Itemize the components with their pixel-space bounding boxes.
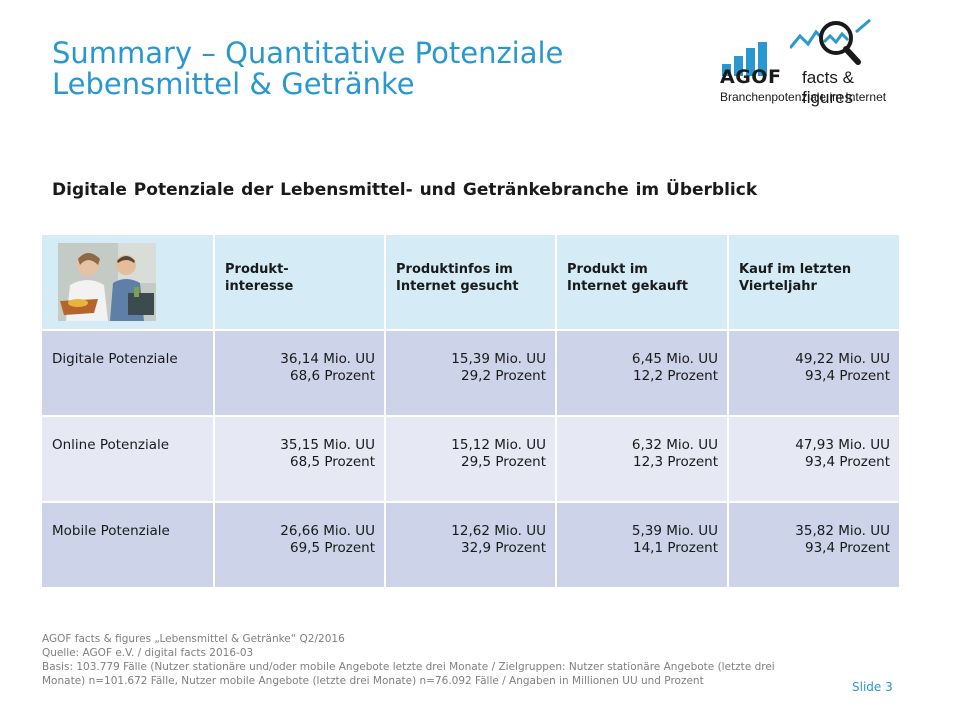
table-cell: 12,62 Mio. UU 32,9 Prozent <box>385 502 557 589</box>
table-cell: 5,39 Mio. UU 14,1 Prozent <box>556 502 729 589</box>
bar-chart-icon <box>722 36 774 76</box>
header-produktinteresse: Produkt-interesse <box>214 235 386 331</box>
footnote-basis-2: Monate) n=101.672 Fälle, Nutzer mobile A… <box>42 675 704 687</box>
table-cell: 15,39 Mio. UU 29,2 Prozent <box>385 330 557 417</box>
table-row-online-potenziale: Online Potenziale 35,15 Mio. UU 68,5 Proz… <box>42 416 901 503</box>
header-produktinfos-gesucht: Produktinfos im Internet gesucht <box>385 235 557 331</box>
footnote-line-1: AGOF facts & figures „Lebensmittel & Get… <box>42 633 345 645</box>
table-cell: 26,66 Mio. UU 69,5 Prozent <box>214 502 386 589</box>
footnote-source: Quelle: AGOF e.V. / digital facts 2016-0… <box>42 647 254 659</box>
agof-logo: AGOF facts & figures Branchenpotenziale … <box>718 14 898 107</box>
magnifier-icon <box>790 18 871 65</box>
table-cell: 35,82 Mio. UU 93,4 Prozent <box>728 502 901 589</box>
logo-tagline: facts & figures <box>802 68 854 107</box>
slide-title: Summary – Quantitative Potenziale Lebens… <box>52 38 563 100</box>
table-header-row: Produkt-interesse Produktinfos im Interne… <box>42 235 901 331</box>
slide-title-line-1: Summary – Quantitative Potenziale <box>52 36 564 70</box>
shopping-couple-photo <box>58 243 156 321</box>
table-cell: 47,93 Mio. UU 93,4 Prozent <box>728 416 901 503</box>
slide-number: Slide 3 <box>852 680 893 694</box>
header-produkt-gekauft: Produkt im Internet gekauft <box>556 235 729 331</box>
header-kauf-vierteljahr: Kauf im letzten Vierteljahr <box>728 235 901 331</box>
table-cell: 6,32 Mio. UU 12,3 Prozent <box>556 416 729 503</box>
table-cell: 35,15 Mio. UU 68,5 Prozent <box>214 416 386 503</box>
potentials-table: Produkt-interesse Produktinfos im Interne… <box>42 235 901 589</box>
header-photo-cell <box>42 235 215 331</box>
logo-subline: Branchenpotenziale im Internet <box>720 90 887 104</box>
footnote: AGOF facts & figures „Lebensmittel & Get… <box>42 632 902 688</box>
row-label: Digitale Potenziale <box>42 330 215 417</box>
table-cell: 49,22 Mio. UU 93,4 Prozent <box>728 330 901 417</box>
table-cell: 36,14 Mio. UU 68,6 Prozent <box>214 330 386 417</box>
row-label: Online Potenziale <box>42 416 215 503</box>
slide-title-line-2: Lebensmittel & Getränke <box>52 67 415 101</box>
footnote-basis-1: Basis: 103.779 Fälle (Nutzer stationäre … <box>42 661 775 673</box>
table-cell: 6,45 Mio. UU 12,2 Prozent <box>556 330 729 417</box>
table-cell: 15,12 Mio. UU 29,5 Prozent <box>385 416 557 503</box>
table-row-mobile-potenziale: Mobile Potenziale 26,66 Mio. UU 69,5 Proz… <box>42 502 901 589</box>
row-label: Mobile Potenziale <box>42 502 215 589</box>
table-row-digitale-potenziale: Digitale Potenziale 36,14 Mio. UU 68,6 Pr… <box>42 330 901 417</box>
section-heading: Digitale Potenziale der Lebensmittel- un… <box>52 180 758 200</box>
logo-brand: AGOF <box>720 66 782 88</box>
